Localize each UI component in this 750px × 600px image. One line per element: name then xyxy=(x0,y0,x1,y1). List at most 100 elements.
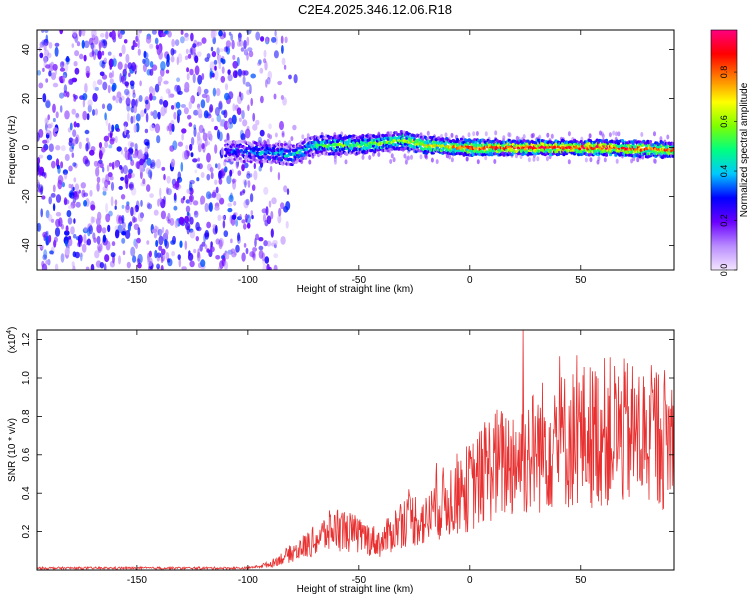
noise-cell xyxy=(272,239,278,246)
noise-cell xyxy=(218,237,224,247)
noise-cell xyxy=(38,154,44,159)
noise-cell xyxy=(128,168,133,174)
noise-cell xyxy=(176,77,181,82)
noise-cell xyxy=(136,30,140,39)
noise-cell xyxy=(241,110,245,120)
noise-cell xyxy=(224,83,229,91)
signal-cell xyxy=(312,140,316,144)
noise-cell xyxy=(197,86,202,96)
signal-cell xyxy=(414,150,418,154)
noise-cell xyxy=(430,157,434,163)
noise-cell xyxy=(292,124,297,131)
noise-cell xyxy=(126,261,131,269)
noise-cell xyxy=(219,48,225,53)
noise-cell xyxy=(333,159,337,165)
signal-cell xyxy=(229,156,233,160)
noise-cell xyxy=(203,88,209,94)
noise-cell xyxy=(208,202,213,212)
signal-cell xyxy=(266,141,270,145)
noise-cell xyxy=(82,110,88,121)
noise-cell xyxy=(218,102,223,111)
noise-cell xyxy=(169,217,175,226)
noise-cell xyxy=(40,244,45,250)
noise-cell xyxy=(158,235,164,246)
noise-cell xyxy=(217,214,222,221)
noise-cell xyxy=(59,61,65,69)
noise-cell xyxy=(196,177,200,182)
noise-cell xyxy=(182,196,186,201)
noise-cell xyxy=(71,138,76,147)
noise-cell xyxy=(37,179,40,185)
noise-cell xyxy=(72,186,75,192)
noise-cell xyxy=(121,44,126,55)
noise-cell xyxy=(114,205,117,210)
noise-cell xyxy=(173,111,177,120)
noise-cell xyxy=(75,201,81,208)
noise-cell xyxy=(124,146,128,153)
noise-cell xyxy=(72,162,77,167)
noise-cell xyxy=(545,156,549,162)
x-tick-label: -50 xyxy=(352,575,367,586)
noise-cell xyxy=(280,95,284,100)
noise-cell xyxy=(232,103,236,112)
noise-cell xyxy=(45,209,50,219)
noise-cell xyxy=(493,159,497,164)
noise-cell xyxy=(184,149,190,160)
noise-cell xyxy=(110,252,116,258)
noise-cell xyxy=(90,216,95,224)
noise-cell xyxy=(177,141,183,147)
noise-cell xyxy=(92,51,97,61)
noise-cell xyxy=(241,219,246,224)
y-tick-label: 40 xyxy=(21,44,32,56)
signal-cell xyxy=(386,149,390,153)
noise-cell xyxy=(44,30,49,34)
noise-cell xyxy=(243,199,249,209)
noise-cell xyxy=(166,53,170,63)
noise-cell xyxy=(182,150,188,161)
snr-frame xyxy=(36,329,675,571)
noise-cell xyxy=(274,132,278,138)
noise-cell xyxy=(258,237,264,242)
signal-cell xyxy=(377,142,381,146)
noise-cell xyxy=(161,253,166,262)
noise-cell xyxy=(221,215,226,220)
noise-cell xyxy=(189,143,193,151)
noise-cell xyxy=(242,119,248,127)
noise-cell xyxy=(125,82,129,89)
noise-cell xyxy=(255,31,261,41)
noise-cell xyxy=(188,122,193,127)
noise-cell xyxy=(37,222,42,232)
noise-cell xyxy=(187,252,194,261)
noise-cell xyxy=(125,180,129,190)
noise-cell xyxy=(55,218,61,228)
noise-cell xyxy=(125,90,131,98)
signal-cell xyxy=(577,153,581,157)
noise-cell xyxy=(214,106,220,116)
noise-cell xyxy=(75,113,80,120)
noise-cell xyxy=(132,153,138,159)
noise-cell xyxy=(253,170,258,181)
noise-cell xyxy=(176,109,182,116)
noise-cell xyxy=(205,141,211,146)
noise-cell xyxy=(43,42,47,51)
noise-cell xyxy=(83,40,90,49)
noise-cell xyxy=(205,94,210,103)
colorbar-tick-label: 0.8 xyxy=(719,66,729,79)
noise-cell xyxy=(50,122,54,128)
noise-cell xyxy=(200,195,206,205)
noise-cell xyxy=(45,100,51,109)
noise-cell xyxy=(285,221,289,229)
snr-background xyxy=(37,330,674,570)
noise-cell xyxy=(204,229,210,240)
noise-cell xyxy=(236,40,241,47)
noise-cell xyxy=(435,159,439,165)
noise-cell xyxy=(265,206,269,216)
noise-cell xyxy=(155,226,160,236)
signal-cell xyxy=(334,149,338,153)
noise-cell xyxy=(89,149,95,156)
noise-cell xyxy=(121,237,126,244)
noise-cell xyxy=(267,70,273,80)
noise-cell xyxy=(165,252,170,261)
signal-cell xyxy=(473,138,477,142)
